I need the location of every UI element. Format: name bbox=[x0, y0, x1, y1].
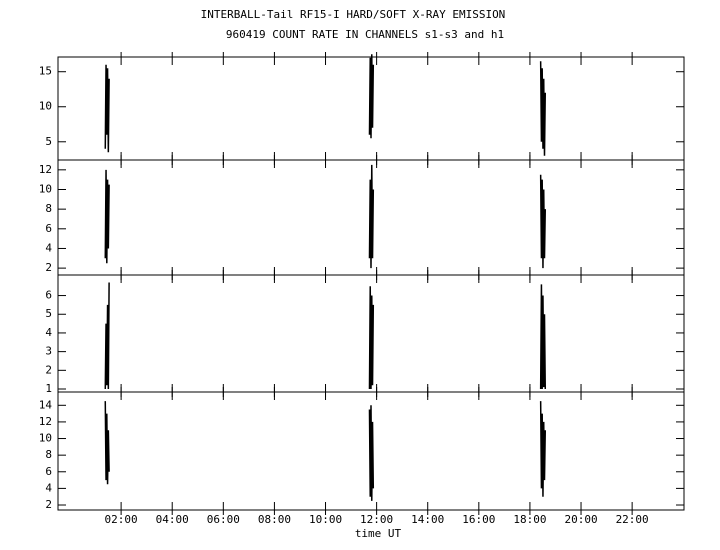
y-tick-label: 5 bbox=[45, 135, 52, 148]
data-line bbox=[104, 401, 547, 501]
y-tick-label: 10 bbox=[39, 100, 52, 113]
y-tick-label: 1 bbox=[45, 382, 52, 395]
x-tick-label: 20:00 bbox=[564, 513, 597, 526]
chart-subtitle: 960419 COUNT RATE IN CHANNELS s1-s3 and … bbox=[226, 28, 504, 41]
y-tick-label: 4 bbox=[45, 481, 52, 494]
x-tick-label: 08:00 bbox=[258, 513, 291, 526]
y-tick-label: 12 bbox=[39, 163, 52, 176]
y-tick-label: 10 bbox=[39, 432, 52, 445]
x-tick-label: 12:00 bbox=[360, 513, 393, 526]
y-tick-label: 2 bbox=[45, 498, 52, 511]
data-line bbox=[104, 282, 547, 390]
x-tick-label: 18:00 bbox=[513, 513, 546, 526]
y-tick-label: 4 bbox=[45, 241, 52, 254]
x-axis-label: time UT bbox=[355, 527, 402, 540]
y-tick-label: 6 bbox=[45, 465, 52, 478]
data-line bbox=[104, 164, 547, 269]
y-tick-label: 3 bbox=[45, 345, 52, 358]
panel-frame bbox=[57, 391, 685, 511]
x-tick-label: 22:00 bbox=[616, 513, 649, 526]
y-tick-label: 2 bbox=[45, 261, 52, 274]
x-tick-label: 02:00 bbox=[105, 513, 138, 526]
y-tick-label: 12 bbox=[39, 415, 52, 428]
y-tick-label: 10 bbox=[39, 182, 52, 195]
data-line bbox=[104, 54, 547, 156]
y-tick-label: 8 bbox=[45, 448, 52, 461]
y-tick-label: 5 bbox=[45, 307, 52, 320]
y-tick-label: 15 bbox=[39, 65, 52, 78]
chart-title: INTERBALL-Tail RF15-I HARD/SOFT X-RAY EM… bbox=[201, 8, 506, 21]
x-tick-label: 10:00 bbox=[309, 513, 342, 526]
x-tick-label: 06:00 bbox=[207, 513, 240, 526]
y-tick-label: 6 bbox=[45, 289, 52, 302]
y-tick-label: 2 bbox=[45, 363, 52, 376]
x-tick-label: 16:00 bbox=[462, 513, 495, 526]
y-tick-label: 6 bbox=[45, 222, 52, 235]
x-tick-label: 04:00 bbox=[156, 513, 189, 526]
y-tick-label: 8 bbox=[45, 202, 52, 215]
y-tick-label: 14 bbox=[39, 398, 53, 411]
y-tick-label: 4 bbox=[45, 326, 52, 339]
x-tick-label: 14:00 bbox=[411, 513, 444, 526]
